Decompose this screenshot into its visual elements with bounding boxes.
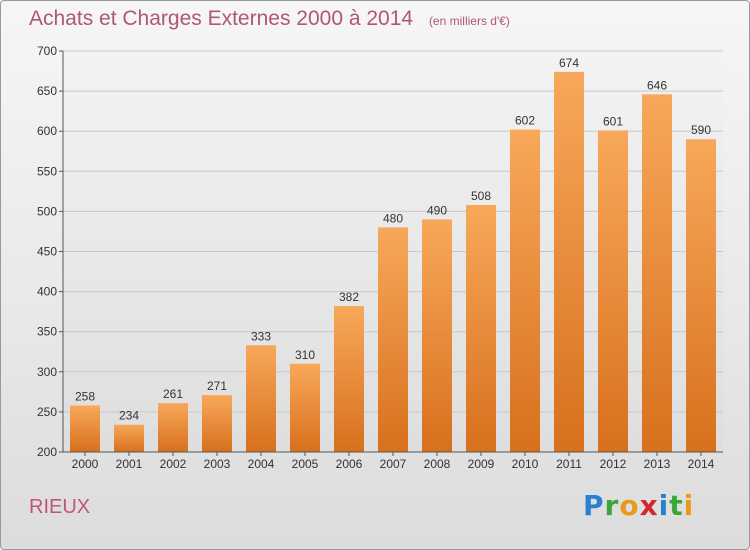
chart-unit: (en milliers d'€) xyxy=(428,14,510,28)
logo-letter: P xyxy=(583,489,605,522)
chart-title: Achats et Charges Externes 2000 à 2014 (… xyxy=(29,7,510,31)
data-label: 508 xyxy=(471,189,491,203)
data-label: 234 xyxy=(119,409,139,423)
logo-letter: x xyxy=(639,489,659,522)
bar xyxy=(598,130,628,452)
x-tick-label: 2011 xyxy=(556,457,582,471)
x-tick-label: 2014 xyxy=(688,457,715,471)
bar xyxy=(70,405,100,452)
x-tick-label: 2008 xyxy=(424,457,451,471)
bar xyxy=(290,363,320,452)
data-label: 333 xyxy=(251,329,271,343)
data-label: 601 xyxy=(603,114,623,128)
x-tick-label: 2001 xyxy=(116,457,143,471)
x-tick-label: 2005 xyxy=(292,457,319,471)
y-tick-label: 250 xyxy=(37,405,57,419)
x-tick-label: 2012 xyxy=(600,457,627,471)
bars: 258 234 261 271 333 310 382 480 490 508 602 674 601 6… xyxy=(70,56,716,453)
logo-letter: r xyxy=(604,489,620,522)
data-label: 258 xyxy=(75,389,95,403)
bar xyxy=(466,204,496,452)
y-tick-label: 550 xyxy=(37,164,57,178)
bar xyxy=(378,227,408,452)
data-label: 480 xyxy=(383,211,403,225)
y-tick-label: 300 xyxy=(37,365,57,379)
logo-letter: t xyxy=(669,489,684,522)
bar xyxy=(686,139,716,452)
axes: 200 250 300 350 400 450 500 550 600 650 700 2000 200… xyxy=(37,44,723,471)
y-tick-label: 450 xyxy=(37,245,57,259)
x-tick-label: 2004 xyxy=(248,457,275,471)
data-label: 646 xyxy=(647,78,667,92)
bar xyxy=(554,71,584,453)
data-label: 602 xyxy=(515,114,535,128)
proxiti-logo: Proxiti xyxy=(583,489,694,522)
place-name: RIEUX xyxy=(29,496,91,518)
y-tick-label: 650 xyxy=(37,84,57,98)
data-label: 310 xyxy=(295,348,315,362)
logo-letter: i xyxy=(683,489,695,522)
logo-letter: i xyxy=(658,489,670,522)
bar xyxy=(510,129,540,452)
data-label: 490 xyxy=(427,203,447,217)
data-label: 590 xyxy=(691,123,711,137)
bar xyxy=(158,403,188,452)
bar xyxy=(202,395,232,452)
bar xyxy=(114,424,144,452)
x-tick-label: 2010 xyxy=(512,457,539,471)
bar xyxy=(334,306,364,452)
data-label: 674 xyxy=(559,56,579,70)
x-tick-label: 2013 xyxy=(644,457,671,471)
y-tick-label: 700 xyxy=(37,44,57,58)
bar xyxy=(422,219,452,452)
y-tick-label: 200 xyxy=(37,445,57,459)
data-label: 271 xyxy=(207,379,227,393)
x-tick-label: 2002 xyxy=(160,457,187,471)
x-tick-label: 2007 xyxy=(380,457,407,471)
y-tick-label: 350 xyxy=(37,325,57,339)
chart-title-text: Achats et Charges Externes 2000 à 2014 xyxy=(29,7,414,30)
bar xyxy=(642,94,672,453)
data-label: 261 xyxy=(163,387,183,401)
x-tick-label: 2009 xyxy=(468,457,495,471)
y-tick-label: 500 xyxy=(37,204,57,218)
x-tick-label: 2003 xyxy=(204,457,231,471)
y-tick-label: 400 xyxy=(37,285,57,299)
x-tick-label: 2006 xyxy=(336,457,363,471)
x-tick-label: 2000 xyxy=(72,457,99,471)
bar xyxy=(246,345,276,452)
logo-letter: o xyxy=(619,489,640,522)
y-tick-label: 600 xyxy=(37,124,57,138)
data-label: 382 xyxy=(339,290,359,304)
